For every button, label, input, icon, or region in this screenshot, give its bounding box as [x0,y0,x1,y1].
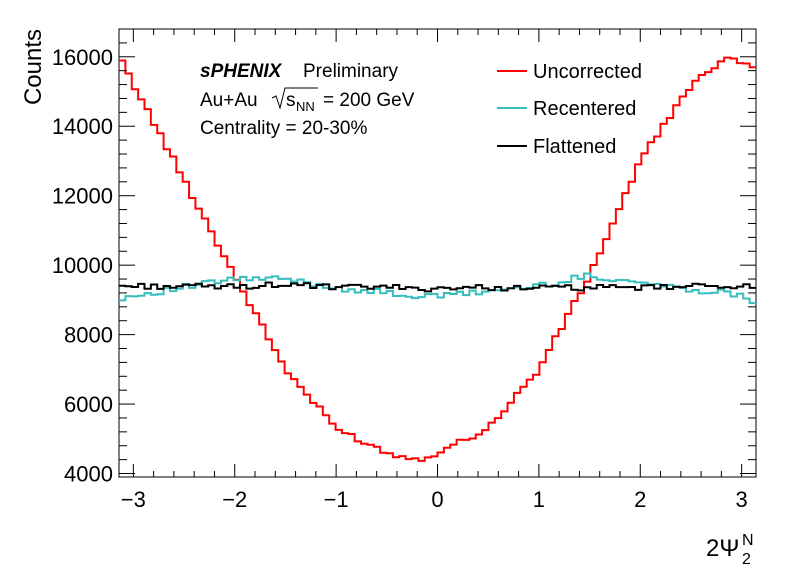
energy-subscript: NN [296,99,315,114]
series-line-recentered [119,272,756,305]
x-tick-label: 0 [431,487,443,512]
x-tick-label: 2 [634,487,646,512]
x-axis-label: 2Ψ N 2 [706,532,754,568]
y-tick-label: 10000 [52,253,113,278]
status-label: Preliminary [303,61,399,82]
sqrt-symbol [271,87,318,110]
x-tick-label: −1 [324,487,349,512]
tick-layer: −3 −2 −1 0 1 2 3 4000 6000 8000 10000 12000 14000 160… [52,28,756,512]
x-axis-label-sub: 2 [742,551,751,568]
experiment-label: sPHENIX [200,61,283,82]
y-tick-label: 16000 [52,45,113,70]
x-axis-label-sup: N [742,532,754,549]
series-line-flattened [119,281,756,293]
annotation-block: sPHENIX Preliminary Au+Au s NN = 200 GeV… [200,61,415,139]
series-layer [119,56,756,462]
legend-label-recentered: Recentered [533,98,636,120]
series-line-uncorrected [119,56,756,462]
energy-symbol: s [286,90,296,111]
system-label: Au+Au [200,90,258,111]
y-axis-label: Counts [20,29,47,105]
y-tick-label: 14000 [52,114,113,139]
energy-value: = 200 GeV [323,90,415,111]
legend-label-uncorrected: Uncorrected [533,61,642,83]
legend-label-flattened: Flattened [533,136,616,158]
y-tick-label: 6000 [64,392,113,417]
y-tick-label: 4000 [64,462,113,487]
x-tick-label: −3 [121,487,146,512]
centrality-label: Centrality = 20-30% [200,118,367,139]
legend: Uncorrected Recentered Flattened [497,61,642,158]
x-axis-label-main: 2Ψ [706,535,739,562]
y-tick-label: 8000 [64,323,113,348]
x-tick-label: 1 [533,487,545,512]
y-tick-label: 12000 [52,184,113,209]
x-tick-label: 3 [736,487,748,512]
x-tick-label: −2 [222,487,247,512]
